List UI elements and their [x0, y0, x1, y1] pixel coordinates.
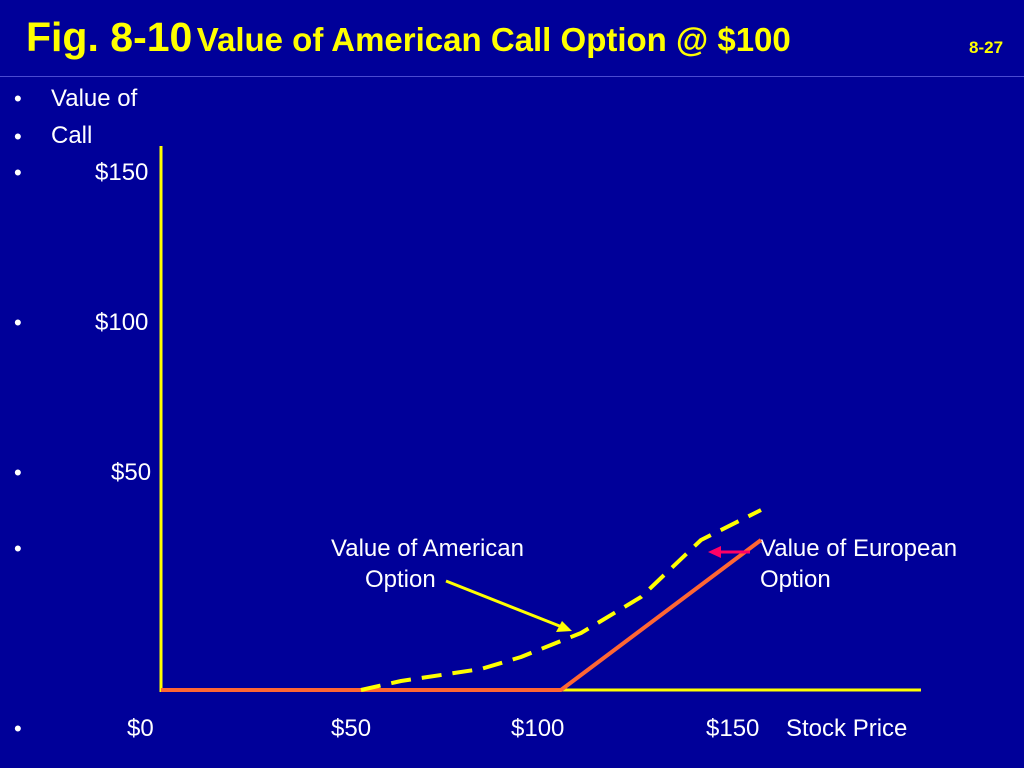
bullet-dot: • — [14, 86, 22, 111]
slide-number: 8-27 — [969, 38, 1004, 57]
american-option-value-line — [360, 508, 762, 692]
slide-title: Fig. 8-10 Value of American Call Option … — [26, 14, 791, 61]
y-tick-label: $150 — [95, 159, 149, 186]
bullet-dot: • — [14, 536, 22, 561]
y-tick-label: $50 — [111, 459, 152, 486]
american-option-label-line1: Value of American — [331, 535, 524, 562]
european-annotation-arrowhead — [708, 546, 721, 558]
bullet-dot: • — [14, 124, 22, 149]
title-divider — [0, 76, 1024, 77]
y-axis-label-line2: Call — [51, 122, 93, 149]
european-option-value-line — [161, 538, 763, 692]
european-option-label-line2: Option — [760, 566, 831, 593]
x-tick-label: $50 — [331, 715, 372, 742]
figure-number: Fig. 8-10 — [26, 14, 193, 60]
bullet-dot: • — [14, 460, 22, 485]
american-annotation-pointer — [445, 579, 563, 629]
x-axis-label: Stock Price — [786, 715, 908, 742]
x-tick-label: $100 — [511, 715, 565, 742]
figure-title: Value of American Call Option @ $100 — [196, 21, 791, 58]
bullet-dot: • — [14, 716, 22, 741]
x-tick-label: $0 — [127, 715, 154, 742]
european-option-label-line1: Value of European — [760, 535, 958, 562]
american-option-label-line2: Option — [365, 566, 436, 593]
american-annotation-arrowhead — [556, 621, 572, 632]
y-tick-label: $100 — [95, 309, 149, 336]
bullet-dot: • — [14, 310, 22, 335]
x-tick-label: $150 — [706, 715, 760, 742]
y-axis-label-line1: Value of — [51, 85, 138, 112]
bullet-dot: • — [14, 160, 22, 185]
